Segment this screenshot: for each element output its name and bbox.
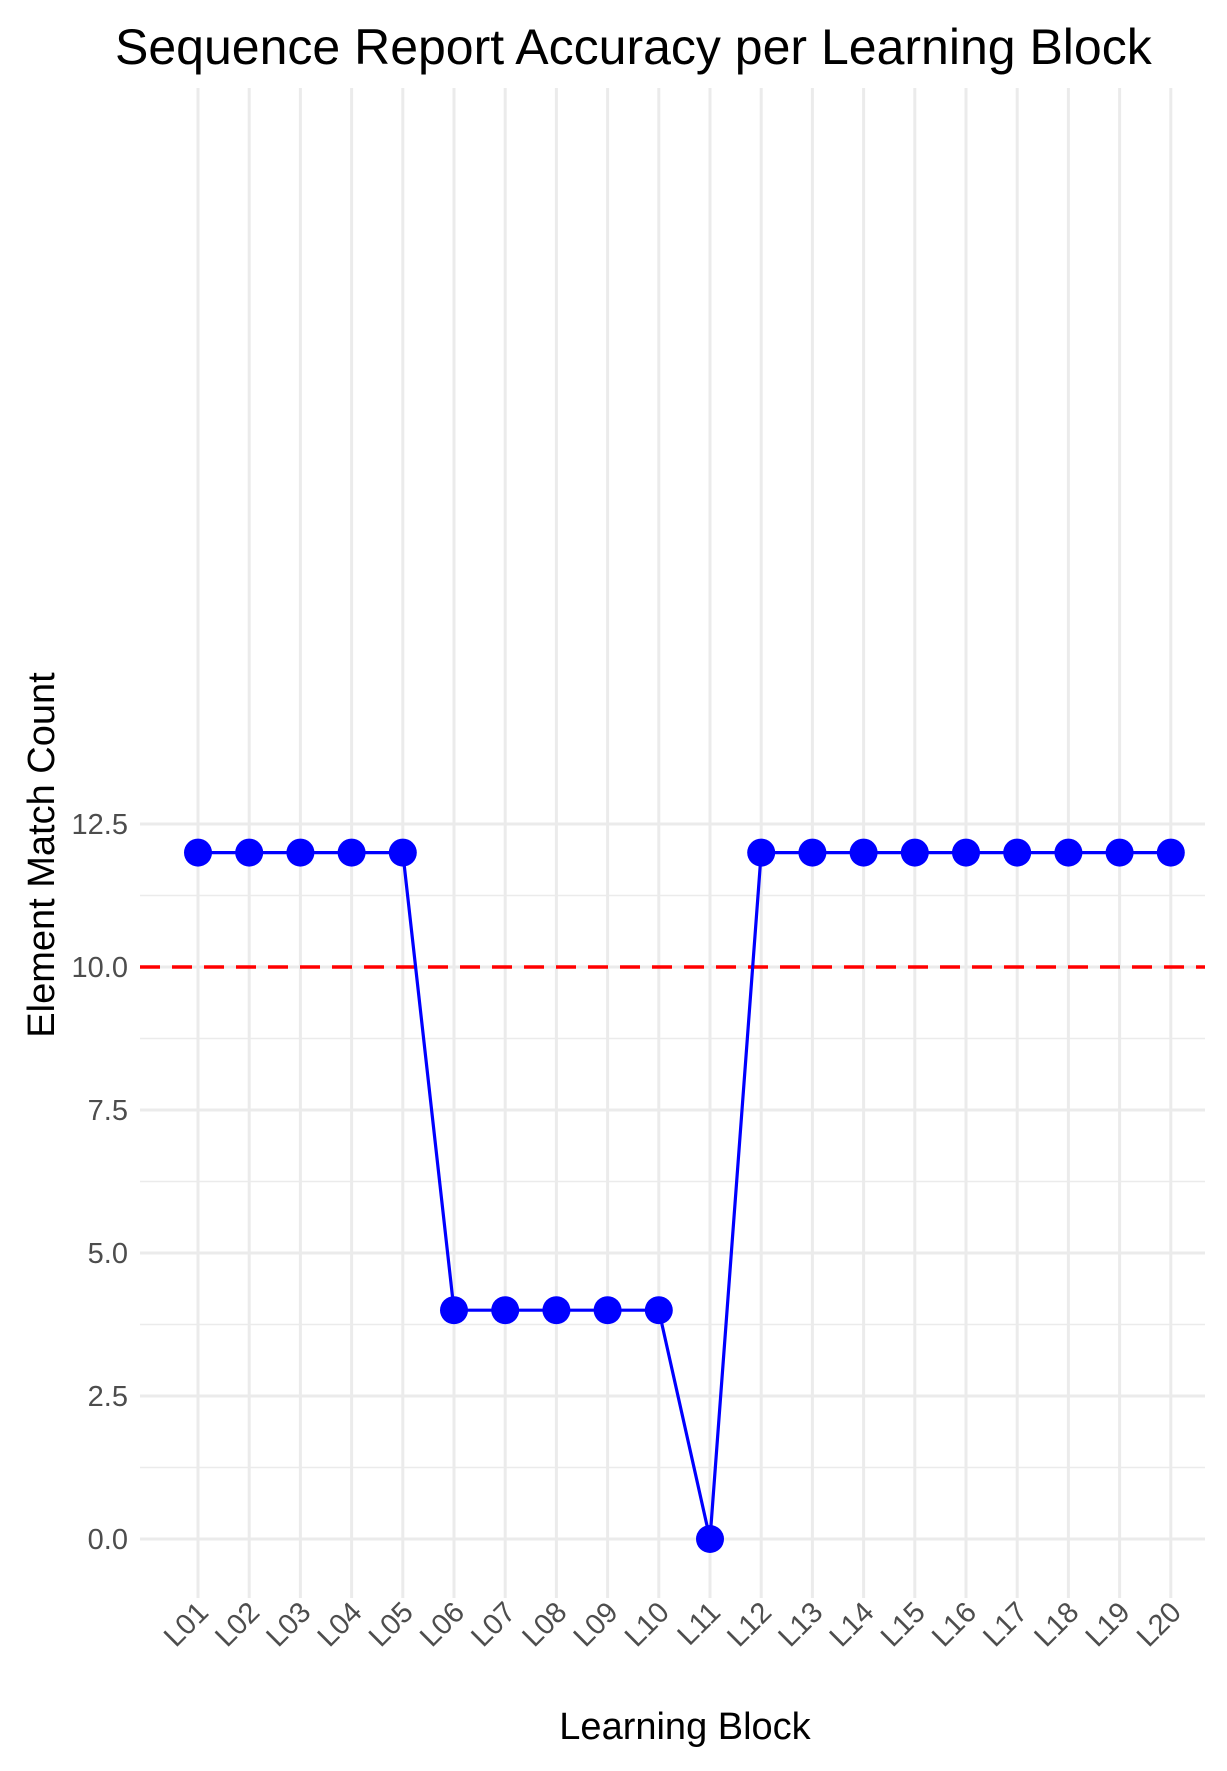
- x-tick-label: L11: [672, 1596, 727, 1651]
- x-axis-title: Learning Block: [559, 1706, 811, 1748]
- data-point-L04: [337, 838, 366, 867]
- x-tick-label: L08: [517, 1596, 574, 1653]
- series-line: [198, 850, 1171, 1541]
- x-tick-label: L19: [1080, 1596, 1137, 1653]
- data-point-L05: [388, 838, 417, 867]
- data-point-L17: [1003, 838, 1032, 867]
- data-point-L01: [184, 838, 212, 867]
- data-point-L20: [1156, 838, 1185, 867]
- x-tick-label: L20: [1131, 1596, 1188, 1653]
- data-point-L09: [593, 1296, 622, 1325]
- x-tick-label: L07: [465, 1596, 522, 1653]
- x-tick-label: L05: [363, 1596, 420, 1653]
- data-point-L10: [644, 1296, 673, 1325]
- data-point-L08: [542, 1296, 571, 1325]
- x-tick-label: L13: [773, 1596, 830, 1653]
- y-tick-label: 0.0: [88, 1524, 128, 1556]
- y-tick-labels: 0.0 2.5 5.0 7.5 10.0 12.5: [72, 809, 128, 1556]
- x-tick-label: L16: [926, 1596, 983, 1653]
- x-tick-label: L09: [568, 1596, 625, 1653]
- x-tick-label: L02: [209, 1596, 266, 1653]
- x-tick-label: L01: [158, 1596, 215, 1653]
- x-tick-labels: L01L02L03L04L05L06L07L08L09L10L11L12L13L…: [158, 1596, 1188, 1653]
- data-point-L02: [235, 838, 264, 867]
- x-tick-label: L04: [312, 1596, 369, 1653]
- y-axis-title: Element Match Count: [21, 672, 63, 1038]
- data-point-L19: [1105, 838, 1134, 867]
- y-tick-label: 2.5: [88, 1381, 128, 1413]
- data-point-L12: [747, 838, 776, 867]
- x-tick-label: L12: [721, 1596, 778, 1653]
- y-tick-label: 10.0: [72, 952, 128, 984]
- chart-title: Sequence Report Accuracy per Learning Bl…: [115, 19, 1153, 75]
- y-tick-label: 5.0: [88, 1238, 128, 1270]
- data-point-L15: [900, 838, 929, 867]
- data-point-L11: [696, 1525, 724, 1553]
- x-tick-label: L10: [619, 1596, 676, 1653]
- y-tick-label: 12.5: [72, 809, 128, 841]
- data-point-L16: [952, 838, 980, 867]
- x-tick-label: L03: [261, 1596, 318, 1653]
- data-point-L03: [286, 838, 315, 867]
- data-point-L13: [798, 838, 827, 867]
- data-point-L06: [440, 1296, 468, 1325]
- x-tick-label: L14: [824, 1596, 881, 1653]
- x-tick-label: L17: [977, 1596, 1034, 1653]
- x-tick-label: L06: [414, 1596, 471, 1653]
- data-point-L18: [1054, 838, 1083, 867]
- data-point-L14: [849, 838, 878, 867]
- x-tick-label: L18: [1029, 1596, 1086, 1653]
- y-tick-label: 7.5: [88, 1095, 128, 1127]
- x-tick-label: L15: [875, 1596, 932, 1653]
- data-point-L07: [491, 1296, 520, 1325]
- series-group: [184, 838, 1185, 1553]
